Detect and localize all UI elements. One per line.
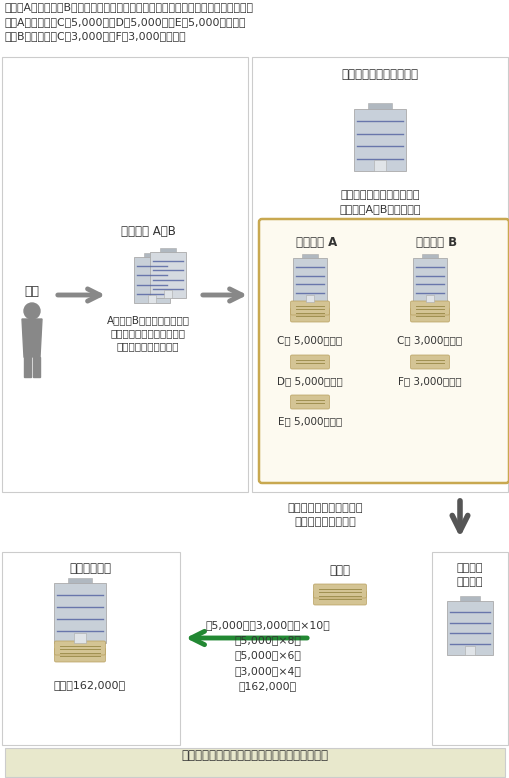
FancyBboxPatch shape	[290, 395, 329, 409]
FancyBboxPatch shape	[74, 633, 86, 643]
Text: （A証券会社にC社5,000株、D社5,000株、E社5,000株保有）: （A証券会社にC社5,000株、D社5,000株、E社5,000株保有）	[4, 17, 245, 27]
Polygon shape	[33, 357, 40, 377]
FancyBboxPatch shape	[293, 258, 326, 302]
Text: 申告された登録金融機関に一括で支払われる。: 申告された登録金融機関に一括で支払われる。	[181, 749, 328, 762]
Text: C社 5,000株保有: C社 5,000株保有	[277, 335, 342, 345]
Text: 保管振替機構（ほふり）が: 保管振替機構（ほふり）が	[340, 190, 419, 200]
Text: 配当金162,000円: 配当金162,000円	[54, 680, 126, 690]
Text: 株主: 株主	[24, 285, 39, 298]
Text: 証券会社 A: 証券会社 A	[296, 236, 337, 249]
FancyBboxPatch shape	[2, 552, 180, 745]
FancyBboxPatch shape	[421, 254, 437, 258]
Polygon shape	[22, 319, 42, 357]
Text: を発行会社に通知。: を発行会社に通知。	[294, 517, 355, 527]
Text: F社 3,000株保有: F社 3,000株保有	[398, 376, 461, 386]
Text: 【例】A証券会社とB証券会社にそれぞれ同じ銘柄、異なる銘柄を保有している場合: 【例】A証券会社とB証券会社にそれぞれ同じ銘柄、異なる銘柄を保有している場合	[4, 2, 252, 12]
Text: 受領方式、登録金融機関: 受領方式、登録金融機関	[287, 503, 362, 513]
Text: 配当金: 配当金	[329, 564, 350, 577]
FancyBboxPatch shape	[306, 295, 313, 302]
FancyBboxPatch shape	[313, 591, 366, 605]
FancyBboxPatch shape	[410, 355, 448, 369]
FancyBboxPatch shape	[160, 248, 176, 252]
FancyBboxPatch shape	[412, 258, 446, 302]
FancyBboxPatch shape	[459, 596, 479, 601]
FancyBboxPatch shape	[144, 253, 160, 257]
Text: 登録金融機関: 登録金融機関	[69, 562, 111, 575]
FancyBboxPatch shape	[290, 355, 329, 369]
Text: （B証券会社にC社3,000株、F社3,000株保有）: （B証券会社にC社3,000株、F社3,000株保有）	[4, 31, 185, 41]
FancyBboxPatch shape	[302, 254, 317, 258]
FancyBboxPatch shape	[464, 646, 474, 655]
FancyBboxPatch shape	[5, 748, 504, 777]
FancyBboxPatch shape	[54, 648, 105, 662]
FancyBboxPatch shape	[290, 308, 329, 322]
Text: （5,000株＋3,000株）×10円
＋5,000株×8円
＋5,000株×6円
＋3,000株×4円
＝162,000円: （5,000株＋3,000株）×10円 ＋5,000株×8円 ＋5,000株×6…	[205, 620, 330, 691]
Text: 証券会社 B: 証券会社 B	[416, 236, 457, 249]
FancyBboxPatch shape	[290, 301, 329, 315]
FancyBboxPatch shape	[410, 301, 448, 315]
FancyBboxPatch shape	[426, 295, 433, 302]
FancyBboxPatch shape	[150, 252, 186, 298]
FancyBboxPatch shape	[134, 257, 169, 303]
Text: D社 5,000株保有: D社 5,000株保有	[276, 376, 342, 386]
Text: 証券会社A・Bの株を管理: 証券会社A・Bの株を管理	[338, 204, 420, 214]
FancyBboxPatch shape	[313, 584, 366, 598]
FancyBboxPatch shape	[54, 641, 105, 655]
FancyBboxPatch shape	[148, 295, 156, 303]
Text: 発行会社
信託銀行: 発行会社 信託銀行	[456, 563, 483, 587]
Text: E社 5,000株保有: E社 5,000株保有	[277, 416, 342, 426]
FancyBboxPatch shape	[374, 160, 385, 171]
FancyBboxPatch shape	[251, 57, 507, 492]
FancyBboxPatch shape	[54, 583, 106, 643]
Text: 保管振替機構（ほふり）: 保管振替機構（ほふり）	[341, 68, 418, 81]
Text: 証券会社 A・B: 証券会社 A・B	[120, 225, 175, 238]
FancyBboxPatch shape	[446, 601, 492, 655]
Polygon shape	[24, 357, 31, 377]
Text: 方式を選択。一括入金する: 方式を選択。一括入金する	[110, 328, 185, 338]
FancyBboxPatch shape	[164, 290, 172, 298]
FancyBboxPatch shape	[410, 308, 448, 322]
Text: AまたはB証券会社より受領: AまたはB証券会社より受領	[106, 315, 189, 325]
FancyBboxPatch shape	[68, 577, 92, 583]
Circle shape	[24, 303, 40, 319]
FancyBboxPatch shape	[431, 552, 507, 745]
FancyBboxPatch shape	[367, 103, 391, 109]
FancyBboxPatch shape	[353, 109, 405, 171]
Text: C社 3,000株保有: C社 3,000株保有	[397, 335, 462, 345]
FancyBboxPatch shape	[259, 219, 508, 483]
Text: 金融機関を登録する。: 金融機関を登録する。	[117, 341, 179, 351]
FancyBboxPatch shape	[2, 57, 247, 492]
